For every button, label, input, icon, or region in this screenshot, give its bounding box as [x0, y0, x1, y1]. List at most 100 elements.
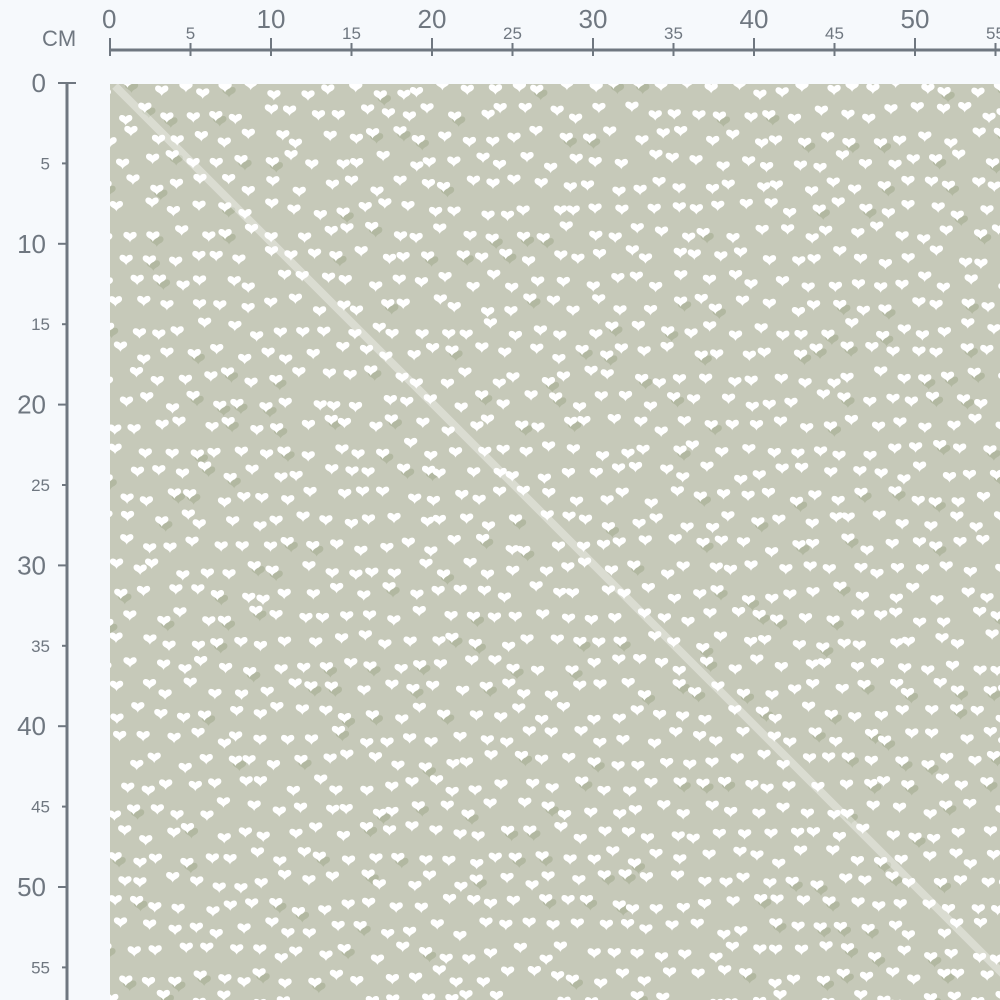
heart-motif: [802, 753, 817, 764]
heart-motif: [753, 944, 767, 955]
heart-motif: [757, 182, 771, 193]
heart-motif: [973, 229, 988, 240]
heart-motif: [845, 318, 859, 329]
heart-motif: [589, 84, 603, 93]
heart-motif: [494, 779, 508, 790]
heart-motif: [191, 640, 206, 652]
heart-motif: [968, 755, 982, 767]
heart-motif: [772, 514, 786, 526]
heart-motif: [170, 135, 184, 146]
heart-motif: [393, 231, 408, 242]
top-tick-label: 20: [418, 4, 447, 34]
heart-motif: [764, 547, 779, 558]
heart-motif: [892, 135, 907, 147]
heart-motif: [349, 305, 364, 317]
heart-motif: [325, 179, 340, 191]
heart-motif: [354, 246, 368, 257]
heart-motif: [110, 680, 124, 692]
heart-motif: [365, 221, 379, 233]
heart-motif: [429, 775, 444, 786]
heart-motif: [410, 161, 424, 172]
heart-motif: [386, 994, 400, 1000]
heart-motif: [292, 186, 306, 198]
heart-motif: [385, 973, 400, 985]
heart-motif: [971, 904, 985, 915]
heart-motif: [754, 323, 768, 334]
heart-motif: [845, 84, 859, 93]
heart-motif: [798, 137, 812, 149]
heart-motif: [506, 565, 520, 577]
heart-motif: [344, 518, 359, 530]
heart-motif: [508, 514, 523, 526]
heart-motif: [897, 324, 911, 335]
heart-motif: [385, 806, 399, 818]
heart-motif: [783, 737, 797, 749]
heart-motif: [150, 375, 164, 387]
heart-motif: [130, 466, 145, 478]
heart-motif: [963, 798, 977, 810]
heart-motif: [989, 954, 1000, 966]
heart-motif: [863, 396, 877, 408]
heart-motif: [599, 919, 614, 931]
heart-motif: [592, 637, 606, 649]
heart-motif: [384, 414, 398, 425]
heart-motif: [423, 394, 437, 405]
heart-motif: [589, 230, 603, 242]
heart-motif: [424, 450, 438, 462]
heart-motif: [644, 777, 658, 789]
heart-motif: [232, 254, 246, 266]
heart-motif: [338, 488, 352, 500]
heart-motif: [613, 809, 627, 820]
heart-motif: [637, 608, 652, 620]
heart-motif: [507, 174, 521, 186]
heart-motif: [677, 416, 691, 427]
heart-motif: [987, 181, 1000, 193]
heart-motif: [357, 590, 371, 601]
heart-motif: [678, 949, 692, 961]
heart-motif: [890, 638, 904, 649]
heart-motif: [349, 84, 363, 93]
heart-motif: [829, 736, 843, 748]
heart-motif: [218, 974, 232, 985]
heart-motif: [155, 85, 169, 97]
heart-motif: [169, 256, 183, 268]
heart-motif: [278, 869, 292, 881]
heart-motif: [935, 633, 949, 644]
heart-motif: [901, 636, 916, 648]
heart-motif: [544, 727, 558, 739]
heart-motif: [986, 849, 1000, 861]
heart-motif: [410, 589, 424, 601]
heart-motif: [378, 198, 392, 209]
heart-motif: [569, 496, 584, 508]
heart-motif: [824, 467, 838, 478]
heart-motif: [265, 565, 279, 577]
heart-motif: [453, 829, 467, 840]
heart-motif: [110, 510, 113, 518]
heart-motif: [621, 827, 636, 838]
heart-motif: [726, 233, 740, 244]
heart-motif: [696, 642, 710, 654]
heart-motif: [460, 84, 474, 96]
heart-motif: [973, 665, 987, 677]
heart-motif: [376, 448, 390, 460]
heart-motif: [958, 257, 973, 269]
heart-motif: [496, 444, 510, 456]
heart-motif: [584, 615, 599, 626]
heart-motif: [466, 281, 480, 293]
heart-motif: [110, 233, 113, 240]
heart-motif: [289, 828, 303, 840]
heart-motif: [822, 752, 836, 763]
heart-motif: [312, 306, 327, 317]
heart-motif: [483, 948, 498, 960]
heart-motif: [835, 683, 849, 695]
heart-motif: [553, 941, 568, 953]
heart-motif: [958, 102, 972, 113]
heart-motif: [323, 130, 337, 142]
heart-motif: [769, 918, 783, 929]
heart-motif: [138, 102, 152, 114]
heart-motif: [995, 714, 1000, 723]
heart-motif: [252, 968, 266, 979]
heart-motif: [584, 807, 598, 819]
heart-motif: [289, 470, 303, 482]
heart-motif: [912, 617, 927, 629]
